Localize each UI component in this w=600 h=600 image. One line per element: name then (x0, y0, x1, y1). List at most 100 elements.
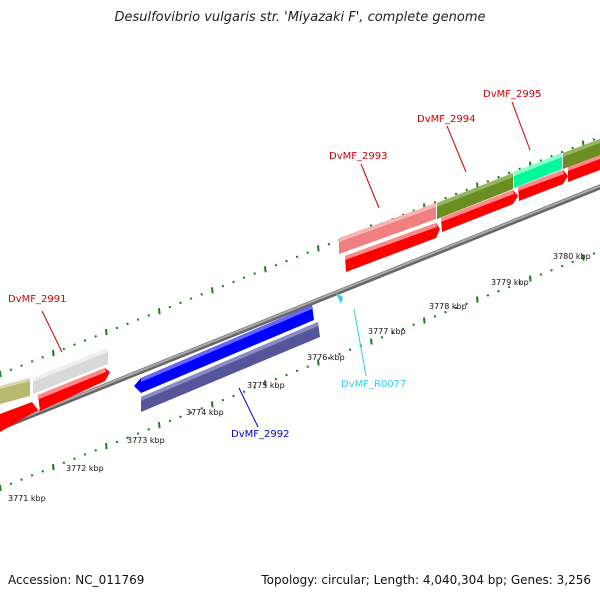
minor-tick (433, 315, 437, 318)
minor-tick (168, 419, 172, 423)
tick-label: 3771 kbp (8, 494, 46, 503)
major-tick (0, 484, 2, 492)
feature-dvmf-2991-cds[interactable] (38, 368, 110, 411)
ruler-labels: 3771 kbp 3772 kbp 3773 kbp 3774 kbp 3775 kbp… (8, 252, 591, 503)
tick-label: 3775 kbp (247, 381, 285, 390)
major-tick (317, 359, 320, 366)
tick-label: 3772 kbp (66, 464, 104, 473)
minor-tick (253, 386, 256, 389)
minor-tick (136, 318, 140, 321)
minor-tick (433, 201, 437, 204)
feature-next-cds[interactable] (568, 155, 600, 182)
minor-tick (62, 461, 66, 465)
label-dvmf-2995[interactable]: DvMF_2995 (483, 89, 541, 100)
minor-tick (274, 263, 278, 267)
minor-tick (253, 272, 256, 275)
minor-tick (507, 285, 511, 289)
minor-tick (147, 314, 150, 317)
minor-tick (126, 436, 129, 440)
feature-dvmf-2993-cds[interactable] (345, 223, 440, 272)
minor-tick (179, 301, 182, 305)
major-tick (158, 308, 161, 315)
minor-tick (539, 273, 543, 276)
minor-tick (560, 150, 564, 154)
minor-tick (30, 474, 34, 477)
label-dvmf-2993[interactable]: DvMF_2993 (329, 151, 387, 162)
minor-tick (200, 293, 203, 296)
feature-dvmf-2992-inner[interactable] (141, 322, 320, 412)
minor-tick (232, 394, 235, 398)
minor-tick (115, 440, 119, 444)
minor-tick (73, 343, 76, 346)
feature-dvmf-2994-outer[interactable] (437, 173, 513, 219)
feature-dvmf-2994-cds[interactable] (441, 190, 518, 232)
feature-dvmf-2995-outer[interactable] (514, 153, 562, 188)
feature-dvmf-2995-cds[interactable] (518, 170, 568, 201)
feature-next-outer[interactable] (563, 139, 600, 169)
minor-tick (189, 297, 193, 300)
minor-tick (560, 264, 564, 268)
minor-tick (94, 449, 97, 452)
minor-tick (295, 369, 299, 373)
minor-tick (136, 432, 140, 435)
minor-tick (348, 348, 352, 352)
minor-tick (497, 289, 500, 293)
minor-tick (9, 368, 13, 372)
feature-other[interactable] (0, 378, 30, 404)
minor-tick (285, 373, 288, 377)
minor-tick (465, 302, 468, 306)
minor-tick (486, 180, 490, 183)
minor-tick (465, 188, 468, 192)
major-tick (423, 317, 426, 324)
tick-label: 3776 kbp (307, 353, 345, 362)
minor-tick (327, 242, 331, 246)
major-tick (52, 464, 55, 471)
minor-tick (412, 323, 415, 326)
feature-cds-left[interactable] (0, 402, 38, 432)
genome-backbone (0, 184, 600, 431)
minor-tick (380, 336, 384, 339)
minor-tick (242, 276, 246, 279)
minor-tick (550, 155, 553, 158)
label-dvmf-2992[interactable]: DvMF_2992 (231, 429, 289, 440)
major-tick (158, 422, 161, 429)
minor-tick (62, 347, 66, 351)
minor-tick (168, 305, 172, 309)
major-tick (0, 370, 2, 378)
minor-tick (73, 457, 76, 460)
minor-tick (401, 327, 405, 331)
map-title: Desulfovibrio vulgaris str. 'Miyazaki F'… (114, 10, 486, 25)
label-dvmf-r0077[interactable]: DvMF_R0077 (341, 379, 406, 390)
feature-dvmf-2992-outer[interactable] (134, 305, 314, 393)
minor-tick (94, 335, 97, 338)
feature-dvmf-r0077[interactable] (336, 293, 343, 304)
label-dvmf-2991[interactable]: DvMF_2991 (8, 294, 66, 305)
major-tick (264, 266, 267, 273)
genome-summary-text: Topology: circular; Length: 4,040,304 bp… (261, 573, 591, 587)
minor-tick (179, 415, 182, 419)
minor-tick (444, 196, 447, 200)
feature-dvmf-2991-outer[interactable] (33, 348, 108, 394)
minor-tick (242, 390, 246, 393)
accession-text: Accession: NC_011769 (8, 573, 145, 587)
major-tick (582, 254, 585, 261)
tick-label: 3774 kbp (186, 408, 224, 417)
minor-tick (444, 310, 447, 314)
minor-tick (338, 352, 341, 356)
feature-dvmf-2993-outer[interactable] (339, 203, 436, 254)
minor-tick (30, 360, 34, 363)
major-tick (476, 296, 479, 303)
minor-tick (9, 482, 13, 486)
label-dvmf-2994[interactable]: DvMF_2994 (417, 114, 475, 125)
minor-tick (41, 470, 44, 473)
minor-tick (20, 478, 23, 481)
major-tick (317, 245, 320, 252)
minor-tick (83, 453, 87, 456)
major-tick (211, 287, 214, 294)
minor-tick (306, 365, 309, 368)
major-tick (370, 338, 373, 345)
minor-tick (391, 331, 394, 335)
minor-tick (200, 407, 203, 410)
major-tick (211, 401, 214, 408)
